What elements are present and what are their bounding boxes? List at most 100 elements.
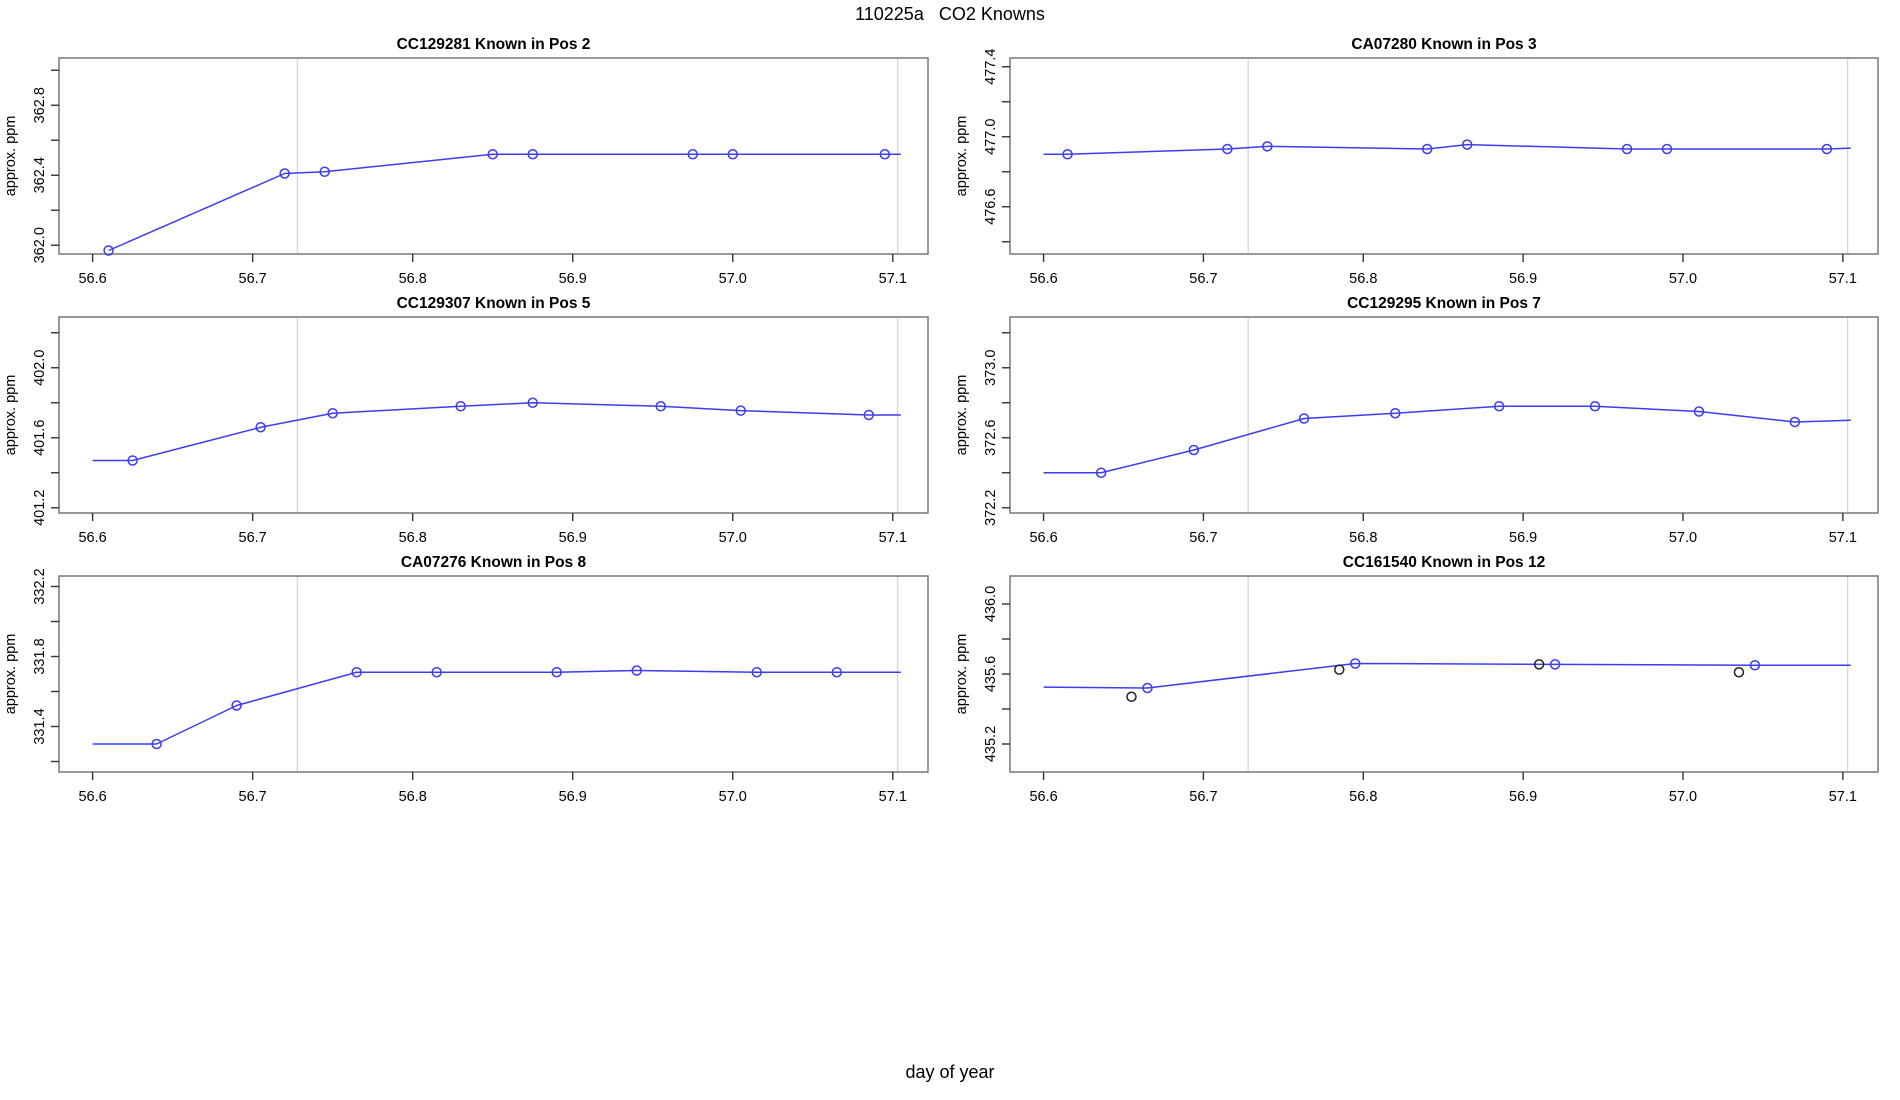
plot-border bbox=[1009, 575, 1879, 773]
data-point bbox=[1461, 139, 1473, 150]
x-tick-label: 57.0 bbox=[719, 789, 747, 805]
data-point-extra bbox=[1533, 659, 1545, 670]
y-tick-label: 435.6 bbox=[983, 656, 999, 692]
data-point bbox=[879, 149, 891, 160]
y-axis: 331.4 331.8 332.2 bbox=[32, 568, 59, 763]
plot-border bbox=[1009, 316, 1879, 514]
y-tick-label: 373.0 bbox=[983, 350, 999, 386]
data-line bbox=[1043, 662, 1851, 689]
data-points bbox=[103, 149, 891, 256]
x-tick-label: 57.1 bbox=[879, 789, 907, 805]
data-point bbox=[431, 667, 442, 678]
y-axis-label: approx. ppm bbox=[3, 634, 19, 715]
y-tick-label: 331.8 bbox=[32, 638, 48, 674]
y-tick-label: 435.2 bbox=[983, 726, 999, 762]
y-axis: 476.6 477.0 477.4 bbox=[983, 49, 1010, 243]
data-point bbox=[1095, 467, 1107, 478]
data-points bbox=[127, 397, 875, 466]
x-axis: 56.6 56.7 56.8 56.9 57.0 57.1 bbox=[1029, 513, 1857, 546]
data-point bbox=[1749, 660, 1761, 671]
data-point bbox=[863, 409, 875, 421]
y-axis: 372.2 372.6 373.0 bbox=[983, 332, 1010, 526]
data-point bbox=[103, 245, 114, 256]
plot-border bbox=[58, 57, 929, 255]
y-axis-label: approx. ppm bbox=[954, 634, 970, 715]
panel-title: CC129281 Known in Pos 2 bbox=[397, 36, 591, 53]
y-tick-label: 477.0 bbox=[983, 119, 999, 155]
x-tick-label: 57.1 bbox=[879, 271, 907, 287]
data-point bbox=[527, 149, 538, 160]
data-point bbox=[127, 455, 138, 466]
panel-title: CA07280 Known in Pos 3 bbox=[1351, 36, 1537, 53]
data-points bbox=[1095, 401, 1801, 478]
data-point bbox=[351, 667, 362, 678]
x-tick-label: 56.8 bbox=[1349, 789, 1377, 805]
y-tick-label: 476.6 bbox=[983, 189, 999, 225]
x-tick-label: 56.6 bbox=[1029, 789, 1057, 805]
x-tick-label: 57.1 bbox=[879, 530, 907, 546]
x-tick-label: 56.9 bbox=[559, 530, 587, 546]
x-tick-label: 56.7 bbox=[239, 789, 267, 805]
data-point bbox=[151, 738, 162, 750]
x-tick-label: 56.7 bbox=[239, 530, 267, 546]
data-point bbox=[527, 397, 538, 408]
data-point bbox=[279, 168, 290, 179]
x-tick-label: 56.9 bbox=[559, 271, 587, 287]
y-tick-label: 436.0 bbox=[983, 586, 999, 622]
data-point bbox=[1493, 401, 1505, 412]
data-point bbox=[1693, 406, 1705, 417]
x-axis: 56.6 56.7 56.8 56.9 57.0 57.1 bbox=[78, 254, 907, 287]
x-tick-label: 56.9 bbox=[1509, 789, 1537, 805]
data-point bbox=[1298, 413, 1310, 424]
x-tick-label: 56.8 bbox=[1349, 271, 1377, 287]
panel-title: CC129307 Known in Pos 5 bbox=[397, 295, 591, 312]
data-line bbox=[1043, 143, 1851, 155]
y-tick-label: 372.6 bbox=[983, 420, 999, 456]
panel-title: CC161540 Known in Pos 12 bbox=[1343, 554, 1545, 571]
data-point bbox=[735, 405, 747, 416]
extra-data-points bbox=[1126, 659, 1745, 702]
y-axis: 435.2 435.6 436.0 bbox=[983, 586, 1010, 762]
data-point bbox=[319, 166, 330, 177]
data-point bbox=[751, 667, 763, 678]
data-point bbox=[1389, 408, 1401, 419]
y-tick-label: 362.4 bbox=[32, 157, 48, 193]
x-tick-label: 56.8 bbox=[399, 271, 427, 287]
x-tick-label: 56.8 bbox=[399, 789, 427, 805]
x-tick-label: 56.8 bbox=[1349, 530, 1377, 546]
y-tick-label: 402.0 bbox=[32, 350, 48, 386]
x-tick-label: 56.8 bbox=[399, 530, 427, 546]
data-point bbox=[1222, 143, 1233, 155]
x-axis: 56.6 56.7 56.8 56.9 57.0 57.1 bbox=[1029, 254, 1857, 287]
y-axis-label: approx. ppm bbox=[3, 116, 19, 197]
data-point bbox=[687, 149, 698, 160]
data-points bbox=[151, 665, 843, 750]
data-point bbox=[727, 149, 739, 160]
x-tick-label: 57.0 bbox=[719, 271, 747, 287]
x-tick-label: 57.1 bbox=[1829, 789, 1857, 805]
y-tick-label: 372.2 bbox=[983, 490, 999, 526]
x-tick-label: 56.7 bbox=[1189, 789, 1217, 805]
data-point bbox=[1188, 444, 1200, 456]
data-point bbox=[1549, 659, 1561, 670]
data-point-extra bbox=[1334, 664, 1345, 675]
data-line bbox=[92, 669, 901, 745]
y-axis-label: approx. ppm bbox=[954, 116, 970, 197]
x-axis-global-label: day of year bbox=[905, 1062, 995, 1082]
x-tick-label: 57.0 bbox=[1669, 789, 1697, 805]
x-tick-label: 56.7 bbox=[1189, 271, 1217, 287]
data-line bbox=[108, 153, 901, 252]
y-axis-label: approx. ppm bbox=[954, 375, 970, 456]
x-tick-label: 56.6 bbox=[78, 530, 106, 546]
y-tick-label: 332.2 bbox=[32, 568, 48, 604]
data-point bbox=[631, 665, 642, 676]
panel-CC161540: CC161540 Known in Pos 12 56.6 56.7 56.8 56.9… bbox=[954, 554, 1879, 805]
data-point bbox=[831, 667, 843, 678]
data-point bbox=[1421, 143, 1433, 155]
data-point bbox=[1621, 143, 1633, 155]
panel-CC129281: CC129281 Known in Pos 256.6 56.7 56.8 56.9 5… bbox=[3, 36, 929, 287]
data-points bbox=[1142, 658, 1761, 694]
data-line bbox=[92, 402, 901, 462]
y-axis-label: approx. ppm bbox=[3, 375, 19, 456]
data-point bbox=[1661, 143, 1673, 155]
